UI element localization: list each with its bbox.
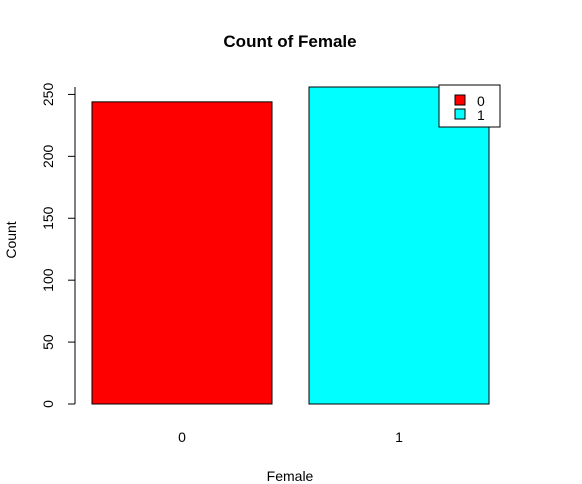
legend-label: 1	[477, 107, 485, 123]
legend: 01	[438, 84, 501, 128]
legend-box	[438, 84, 501, 128]
y-tick-label: 250	[40, 83, 56, 107]
legend-swatch-1	[454, 108, 466, 120]
x-tick-label: 0	[178, 429, 186, 445]
chart-title: Count of Female	[223, 32, 356, 51]
legend-swatch-0	[454, 94, 466, 106]
x-axis-label: Female	[267, 468, 314, 484]
x-tick-label: 1	[395, 429, 403, 445]
bar-1	[308, 86, 490, 405]
y-tick-label: 150	[40, 206, 56, 230]
y-tick-label: 0	[40, 400, 56, 408]
y-tick-label: 50	[40, 334, 56, 350]
y-tick-label: 200	[40, 144, 56, 168]
bar-0	[91, 101, 273, 405]
bars	[91, 86, 490, 405]
y-axis-label: Count	[3, 221, 19, 258]
legend-label: 0	[477, 93, 485, 109]
y-axis-ticks: 0 50 100 150 200 250	[40, 83, 75, 408]
y-tick-label: 100	[40, 268, 56, 292]
